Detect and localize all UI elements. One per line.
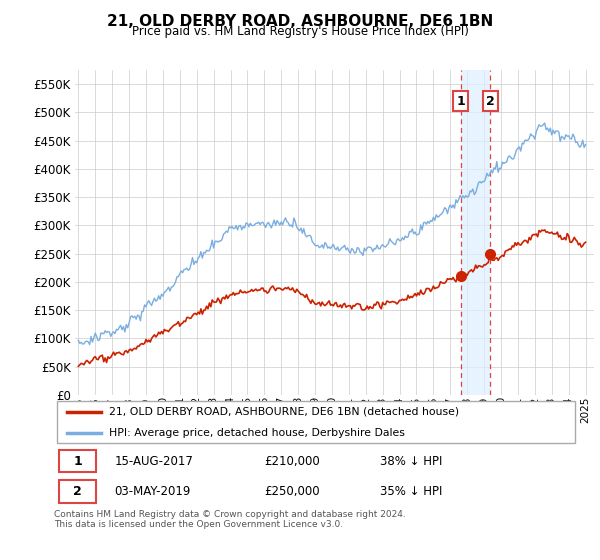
Text: 2: 2 [485,95,494,108]
Text: 1: 1 [73,455,82,468]
Text: HPI: Average price, detached house, Derbyshire Dales: HPI: Average price, detached house, Derb… [109,428,405,438]
Text: 21, OLD DERBY ROAD, ASHBOURNE, DE6 1BN (detached house): 21, OLD DERBY ROAD, ASHBOURNE, DE6 1BN (… [109,407,459,417]
Text: 15-AUG-2017: 15-AUG-2017 [115,455,193,468]
FancyBboxPatch shape [56,401,575,444]
Bar [461,70,490,395]
Text: Contains HM Land Registry data © Crown copyright and database right 2024.
This d: Contains HM Land Registry data © Crown c… [54,510,406,529]
Text: £250,000: £250,000 [264,485,320,498]
Text: 35% ↓ HPI: 35% ↓ HPI [380,485,442,498]
Text: 1: 1 [457,95,465,108]
FancyBboxPatch shape [59,450,96,472]
Text: £210,000: £210,000 [264,455,320,468]
Text: 03-MAY-2019: 03-MAY-2019 [115,485,191,498]
Text: 38% ↓ HPI: 38% ↓ HPI [380,455,442,468]
Text: 2: 2 [73,485,82,498]
Text: 21, OLD DERBY ROAD, ASHBOURNE, DE6 1BN: 21, OLD DERBY ROAD, ASHBOURNE, DE6 1BN [107,14,493,29]
FancyBboxPatch shape [59,480,96,502]
Text: Price paid vs. HM Land Registry's House Price Index (HPI): Price paid vs. HM Land Registry's House … [131,25,469,38]
